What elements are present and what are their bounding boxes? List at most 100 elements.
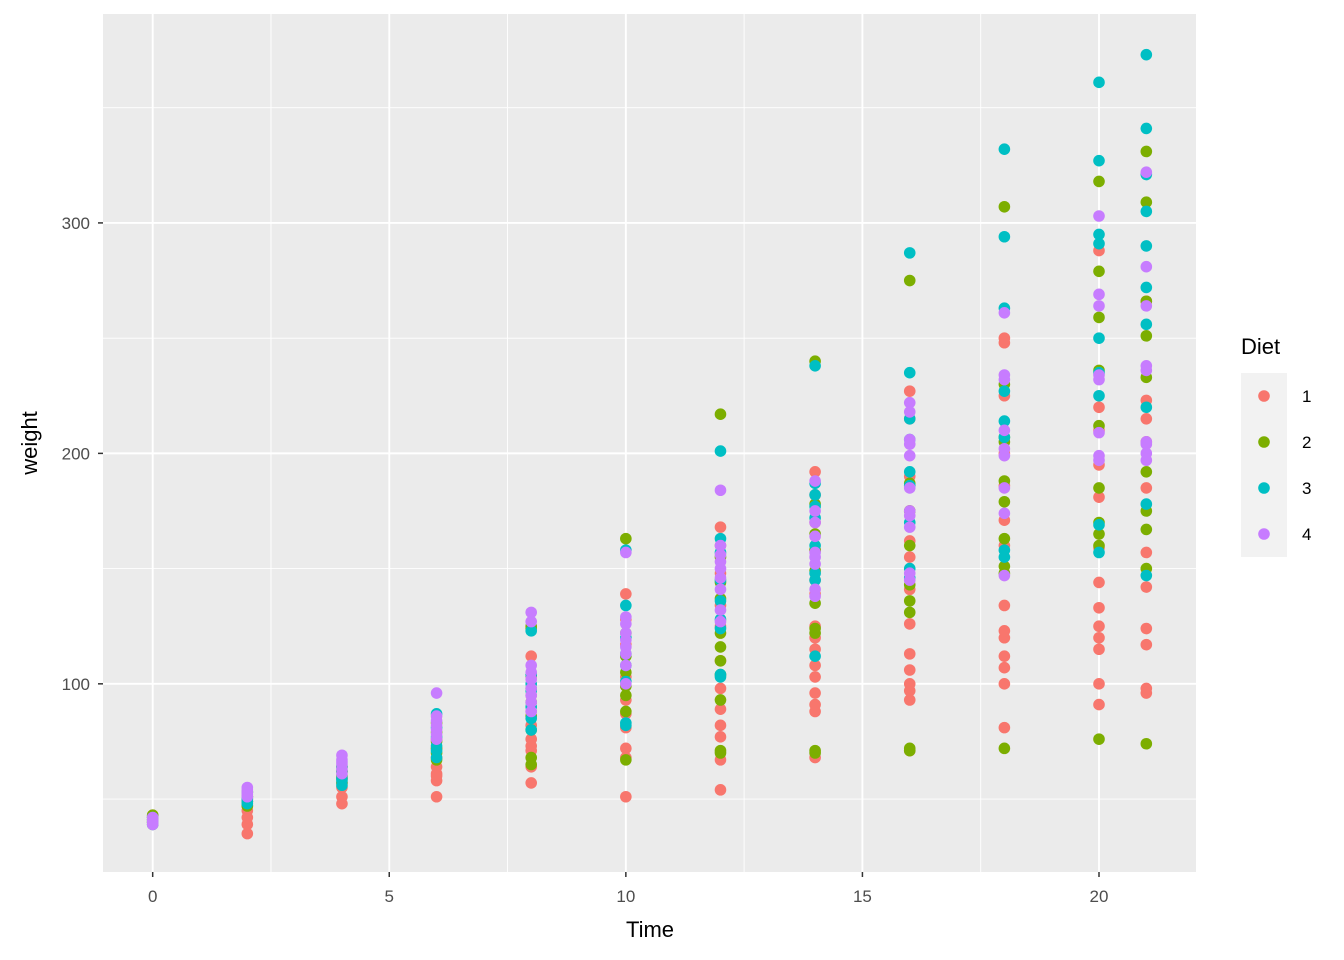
data-point bbox=[714, 408, 727, 420]
data-point bbox=[809, 583, 821, 596]
data-point bbox=[714, 731, 727, 743]
x-tick-label: 10 bbox=[616, 887, 635, 906]
data-point bbox=[903, 396, 916, 409]
data-point bbox=[1093, 449, 1105, 462]
data-point bbox=[1140, 145, 1153, 158]
data-point bbox=[903, 247, 916, 259]
data-point bbox=[1093, 678, 1105, 690]
y-tick-label: 300 bbox=[62, 214, 90, 233]
data-point bbox=[998, 424, 1011, 437]
data-point bbox=[998, 569, 1011, 582]
data-point bbox=[1140, 622, 1153, 635]
data-point bbox=[998, 143, 1011, 155]
data-point bbox=[903, 648, 916, 660]
data-point bbox=[620, 627, 632, 639]
data-point bbox=[146, 818, 159, 831]
data-point bbox=[1140, 498, 1153, 510]
data-point bbox=[241, 781, 254, 794]
data-point bbox=[1093, 698, 1105, 711]
data-point bbox=[998, 544, 1011, 556]
data-point bbox=[430, 710, 443, 722]
data-point bbox=[1140, 546, 1153, 559]
data-point bbox=[998, 200, 1011, 213]
data-point bbox=[998, 560, 1011, 573]
data-point bbox=[903, 551, 916, 563]
data-point bbox=[525, 705, 538, 718]
data-point bbox=[809, 505, 821, 517]
data-point bbox=[1093, 369, 1105, 381]
data-point bbox=[714, 694, 727, 706]
data-point bbox=[714, 641, 727, 653]
data-point bbox=[809, 567, 821, 580]
data-point bbox=[809, 744, 821, 757]
data-point bbox=[903, 606, 916, 619]
minor-gridlines bbox=[103, 14, 1196, 872]
data-point bbox=[1093, 482, 1105, 494]
data-point bbox=[620, 742, 632, 755]
legend-key-diet-3 bbox=[1258, 482, 1270, 494]
data-point bbox=[620, 546, 632, 559]
data-point bbox=[1140, 569, 1153, 582]
data-point bbox=[1093, 154, 1105, 167]
data-point bbox=[998, 625, 1011, 637]
data-point bbox=[998, 482, 1011, 494]
data-point bbox=[336, 749, 348, 762]
data-point bbox=[998, 332, 1011, 344]
x-tick-label: 20 bbox=[1090, 887, 1109, 906]
data-point bbox=[1140, 196, 1153, 208]
data-point bbox=[1140, 205, 1153, 218]
legend-key-background bbox=[1241, 373, 1287, 557]
data-point bbox=[903, 505, 916, 517]
data-point bbox=[714, 572, 727, 584]
data-point bbox=[336, 790, 348, 803]
data-point bbox=[714, 521, 727, 533]
data-point bbox=[809, 659, 821, 672]
legend-key-diet-2 bbox=[1258, 436, 1270, 448]
data-point bbox=[903, 539, 916, 552]
data-point bbox=[714, 604, 727, 616]
data-point bbox=[620, 599, 632, 612]
data-point bbox=[430, 790, 443, 803]
data-point bbox=[998, 721, 1011, 734]
data-point bbox=[1140, 359, 1153, 372]
data-point bbox=[1093, 332, 1105, 344]
data-point bbox=[714, 654, 727, 667]
data-point bbox=[525, 625, 538, 637]
data-point bbox=[620, 689, 632, 702]
panel-background bbox=[103, 14, 1196, 872]
data-point bbox=[1140, 436, 1153, 448]
legend: Diet 1 2 3 4 bbox=[1241, 334, 1311, 557]
legend-key-diet-4 bbox=[1258, 528, 1270, 540]
data-point bbox=[903, 385, 916, 397]
data-point bbox=[998, 442, 1011, 455]
data-point bbox=[1140, 240, 1153, 252]
data-point bbox=[1093, 546, 1105, 559]
data-point bbox=[1140, 318, 1153, 331]
data-point bbox=[998, 661, 1011, 674]
data-point bbox=[525, 659, 538, 672]
data-point bbox=[998, 306, 1011, 319]
data-point bbox=[998, 495, 1011, 508]
data-point bbox=[1093, 210, 1105, 222]
data-point bbox=[620, 611, 632, 623]
x-tick-label: 5 bbox=[385, 887, 394, 906]
data-point bbox=[525, 682, 538, 695]
data-point bbox=[1140, 413, 1153, 425]
data-point bbox=[620, 705, 632, 718]
data-point bbox=[1140, 260, 1153, 273]
x-axis-title: Time bbox=[626, 917, 674, 942]
data-point bbox=[809, 698, 821, 711]
data-point bbox=[903, 567, 916, 580]
series-diet-4 bbox=[146, 166, 1153, 831]
data-point bbox=[714, 595, 727, 607]
data-point bbox=[1093, 620, 1105, 633]
data-point bbox=[1140, 122, 1153, 135]
data-point bbox=[1093, 389, 1105, 402]
data-point bbox=[903, 433, 916, 446]
data-points bbox=[146, 48, 1153, 840]
data-point bbox=[1093, 300, 1105, 312]
y-tick-label: 200 bbox=[62, 444, 90, 463]
data-point bbox=[620, 588, 632, 600]
data-point bbox=[1140, 523, 1153, 536]
